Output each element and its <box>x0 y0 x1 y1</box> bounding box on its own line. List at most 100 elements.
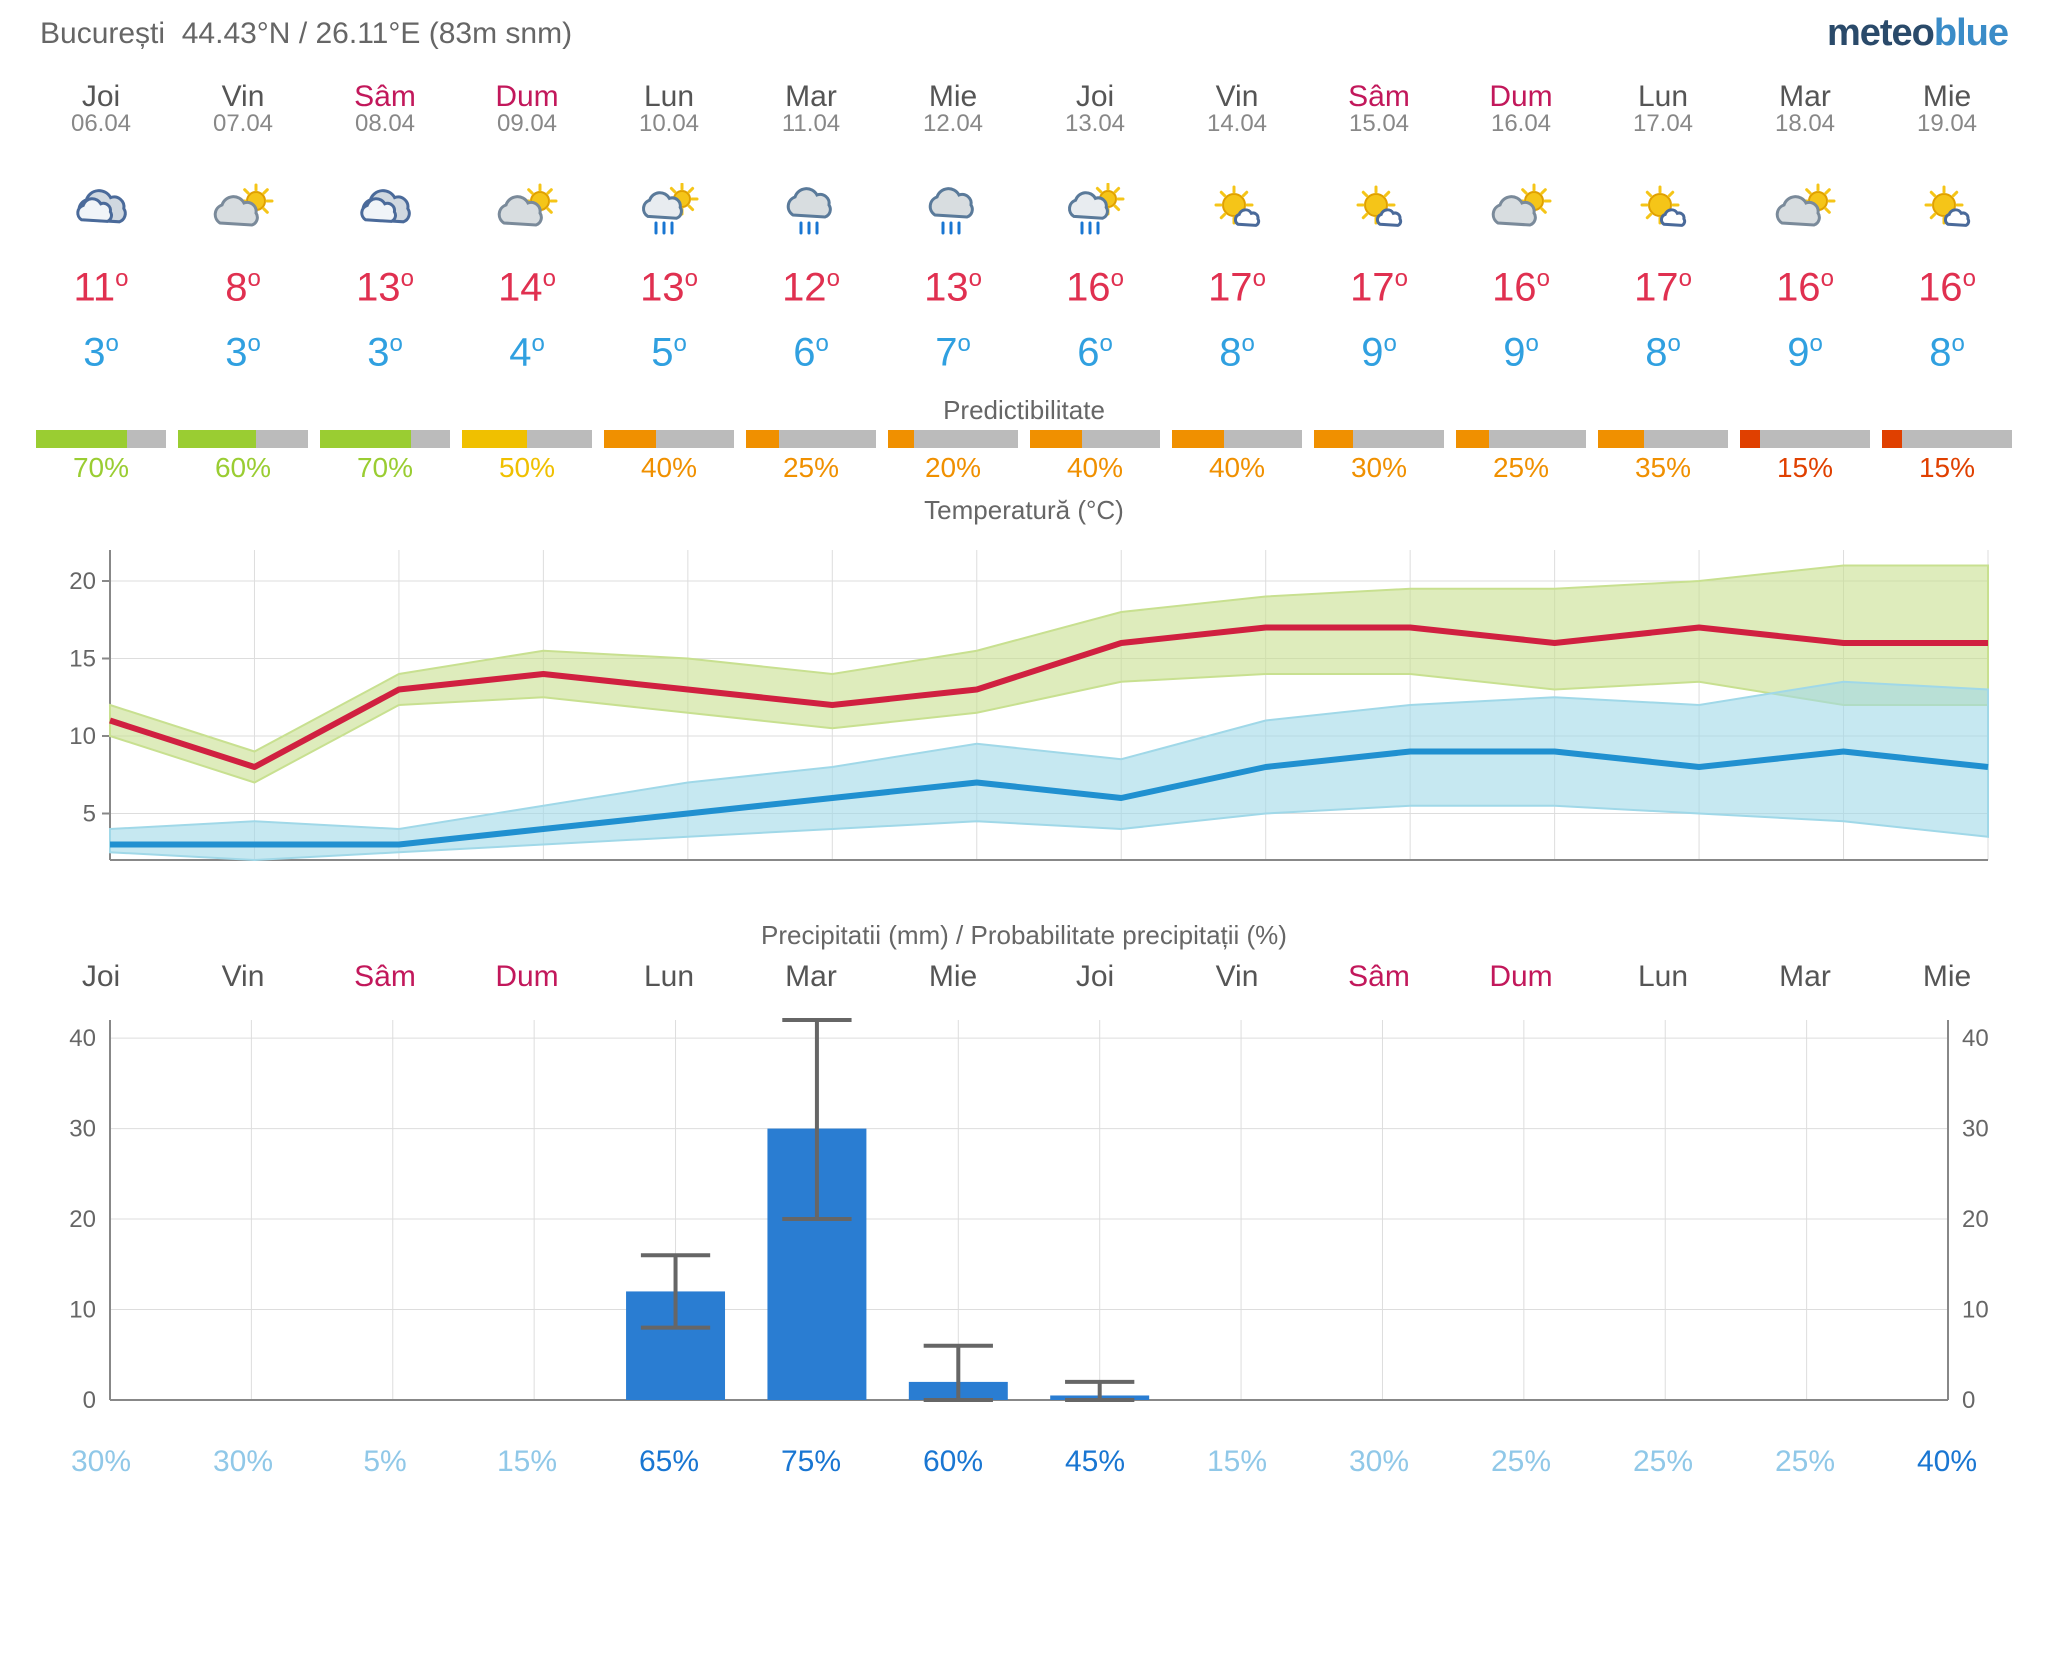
svg-text:40: 40 <box>69 1025 96 1052</box>
low-temp: 3o <box>314 330 456 375</box>
low-temp: 9o <box>1450 330 1592 375</box>
day-col: Lun10.04 <box>598 80 740 138</box>
predictability-pct: 35% <box>1598 452 1728 484</box>
predictability-bar <box>1314 430 1444 448</box>
low-temp: 6o <box>740 330 882 375</box>
predictability-pct: 15% <box>1882 452 2012 484</box>
day-name: Lun <box>1592 80 1734 114</box>
predictability-cell: 60% <box>172 430 314 484</box>
predictability-row: 70%60%70%50%40%25%20%40%40%30%25%35%15%1… <box>30 430 2018 484</box>
precip-probability: 25% <box>1734 1445 1876 1479</box>
precip-day-name: Vin <box>1166 960 1308 994</box>
precipitation-probability-row: 30%30%5%15%65%75%60%45%15%30%25%25%25%40… <box>30 1445 2018 1479</box>
predictability-cell: 40% <box>598 430 740 484</box>
precip-probability: 65% <box>598 1445 740 1479</box>
predictability-pct: 40% <box>1172 452 1302 484</box>
svg-text:20: 20 <box>69 1206 96 1233</box>
predictability-cell: 20% <box>882 430 1024 484</box>
day-date: 19.04 <box>1876 110 2018 138</box>
svg-text:0: 0 <box>1962 1387 1975 1414</box>
precip-day-name: Sâm <box>1308 960 1450 994</box>
predictability-pct: 25% <box>746 452 876 484</box>
svg-text:10: 10 <box>1962 1297 1989 1324</box>
precip-day-name: Joi <box>1024 960 1166 994</box>
day-date: 07.04 <box>172 110 314 138</box>
day-date: 17.04 <box>1592 110 1734 138</box>
day-col: Mie19.04 <box>1876 80 2018 138</box>
weather-icon-row <box>30 170 2018 250</box>
predictability-pct: 20% <box>888 452 1018 484</box>
high-temp: 17o <box>1592 265 1734 310</box>
precip-day-name: Lun <box>598 960 740 994</box>
day-date: 16.04 <box>1450 110 1592 138</box>
low-temp: 8o <box>1592 330 1734 375</box>
location-name: București <box>40 17 165 50</box>
predictability-cell: 30% <box>1308 430 1450 484</box>
high-temp: 17o <box>1308 265 1450 310</box>
precip-probability: 30% <box>30 1445 172 1479</box>
low-temp: 5o <box>598 330 740 375</box>
precip-probability: 40% <box>1876 1445 2018 1479</box>
day-name: Joi <box>1024 80 1166 114</box>
precip-day-name: Mie <box>1876 960 2018 994</box>
day-col: Dum16.04 <box>1450 80 1592 138</box>
precip-probability: 25% <box>1592 1445 1734 1479</box>
day-name: Mie <box>882 80 1024 114</box>
high-temp: 8o <box>172 265 314 310</box>
precip-probability: 30% <box>1308 1445 1450 1479</box>
day-name: Dum <box>456 80 598 114</box>
day-date: 13.04 <box>1024 110 1166 138</box>
precip-day-name: Lun <box>1592 960 1734 994</box>
predictability-bar <box>888 430 1018 448</box>
predictability-pct: 50% <box>462 452 592 484</box>
precip-day-name: Mar <box>1734 960 1876 994</box>
day-name: Mar <box>740 80 882 114</box>
precip-probability: 15% <box>456 1445 598 1479</box>
day-col: Sâm15.04 <box>1308 80 1450 138</box>
weather-icon <box>1734 170 1876 250</box>
predictability-pct: 70% <box>320 452 450 484</box>
low-temp: 8o <box>1166 330 1308 375</box>
location-lon: 26.11°E <box>316 17 421 50</box>
predictability-bar <box>320 430 450 448</box>
predictability-cell: 40% <box>1166 430 1308 484</box>
predictability-cell: 35% <box>1592 430 1734 484</box>
precip-day-name: Joi <box>30 960 172 994</box>
low-temp: 6o <box>1024 330 1166 375</box>
day-name: Vin <box>1166 80 1308 114</box>
day-name: Sâm <box>1308 80 1450 114</box>
day-name: Sâm <box>314 80 456 114</box>
location-title: București 44.43°N / 26.11°E (83m snm) <box>40 17 572 51</box>
day-col: Dum09.04 <box>456 80 598 138</box>
day-col: Joi06.04 <box>30 80 172 138</box>
svg-text:20: 20 <box>69 568 96 595</box>
precip-day-name: Dum <box>1450 960 1592 994</box>
precip-probability: 25% <box>1450 1445 1592 1479</box>
predictability-bar <box>1598 430 1728 448</box>
brand-logo: meteoblue <box>1827 12 2008 55</box>
weather-icon <box>456 170 598 250</box>
predictability-cell: 50% <box>456 430 598 484</box>
low-temp: 7o <box>882 330 1024 375</box>
day-date: 09.04 <box>456 110 598 138</box>
predictability-cell: 25% <box>740 430 882 484</box>
day-name: Lun <box>598 80 740 114</box>
day-date: 18.04 <box>1734 110 1876 138</box>
low-temp: 4o <box>456 330 598 375</box>
predictability-cell: 25% <box>1450 430 1592 484</box>
svg-text:40: 40 <box>1962 1025 1989 1052</box>
day-date: 06.04 <box>30 110 172 138</box>
high-temp: 16o <box>1876 265 2018 310</box>
weather-icon <box>882 170 1024 250</box>
weather-icon <box>1308 170 1450 250</box>
weather-icon <box>598 170 740 250</box>
precip-probability: 60% <box>882 1445 1024 1479</box>
predictability-pct: 40% <box>1030 452 1160 484</box>
day-name: Dum <box>1450 80 1592 114</box>
high-temp: 16o <box>1450 265 1592 310</box>
precip-probability: 5% <box>314 1445 456 1479</box>
precip-probability: 30% <box>172 1445 314 1479</box>
precip-probability: 45% <box>1024 1445 1166 1479</box>
weather-icon <box>1024 170 1166 250</box>
weather-icon <box>1876 170 2018 250</box>
